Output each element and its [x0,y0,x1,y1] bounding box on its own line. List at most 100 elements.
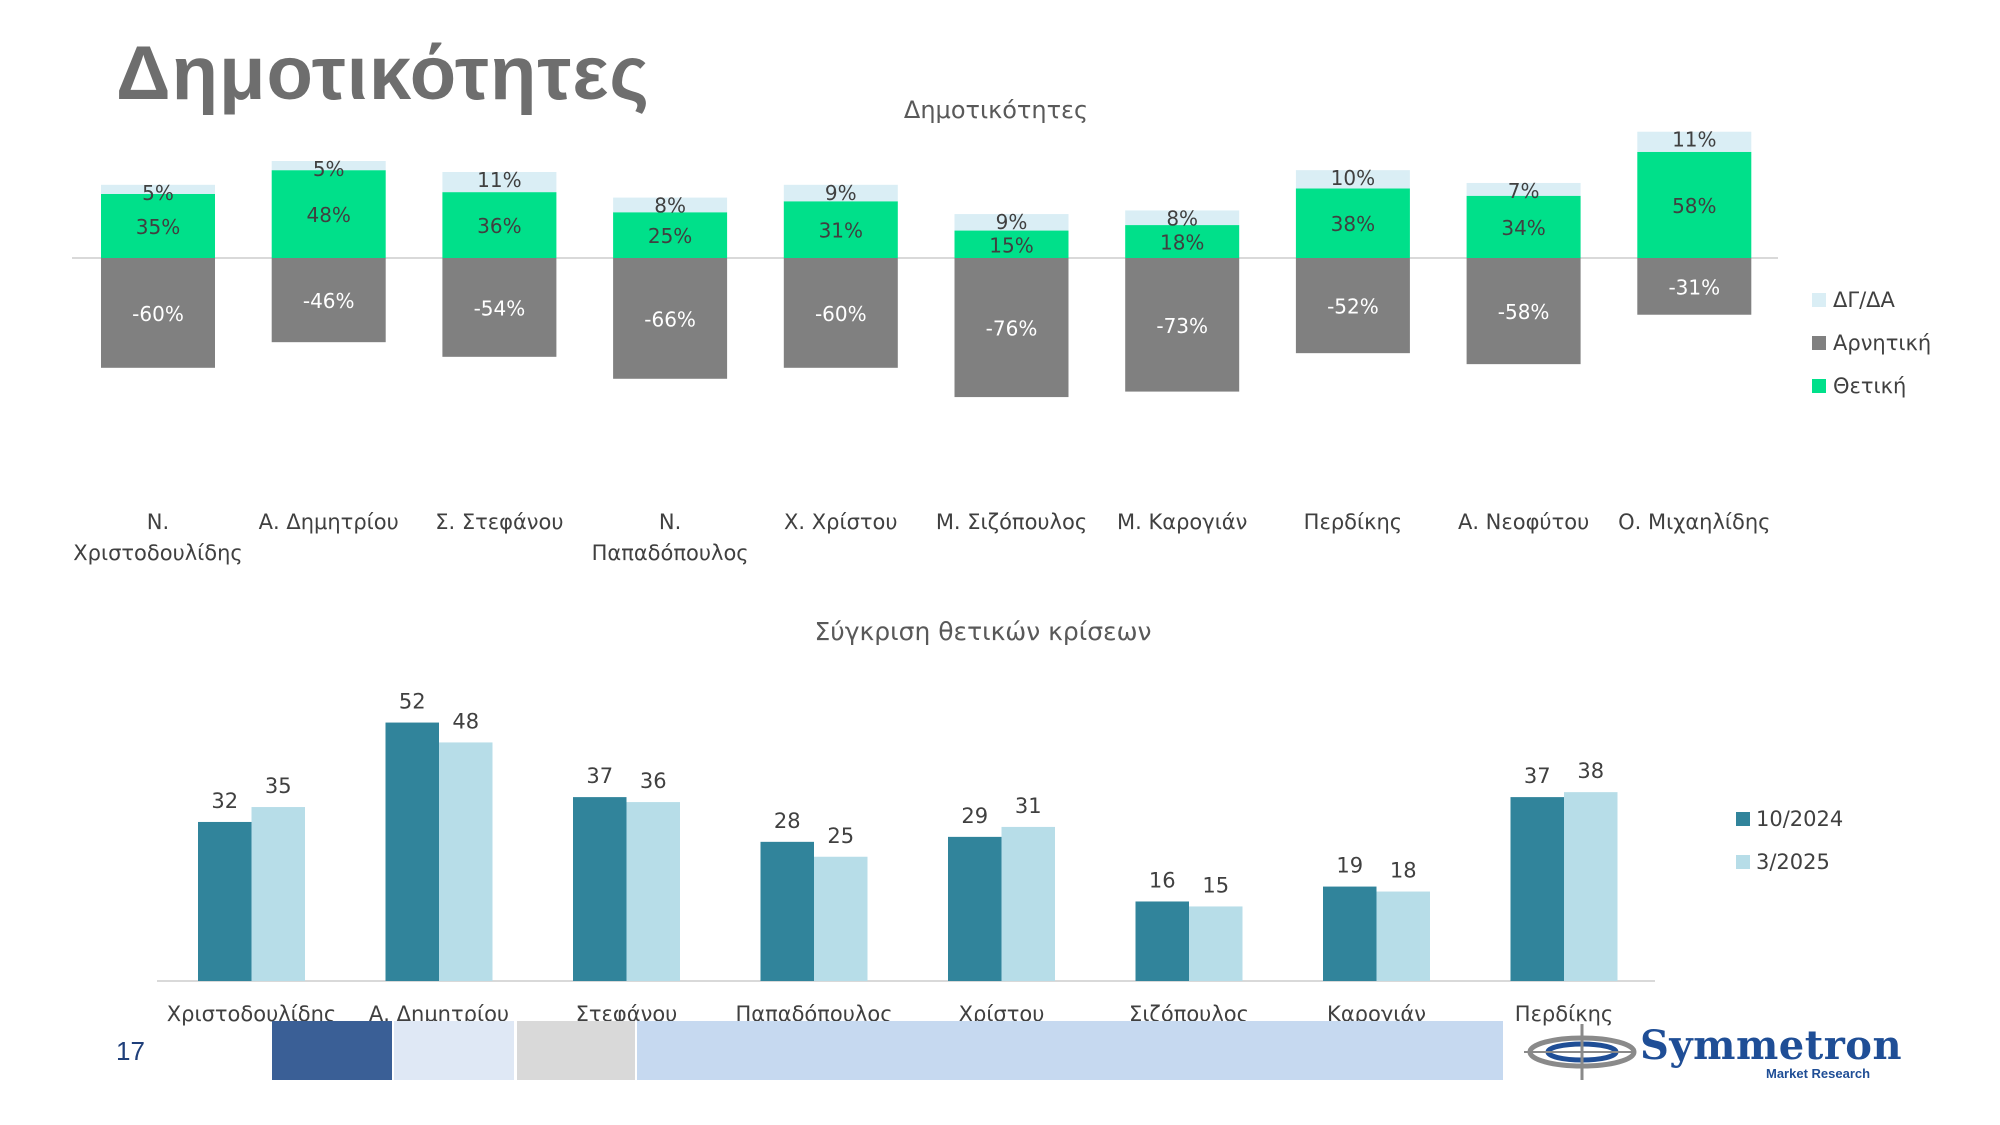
positive-label: 36% [477,214,521,238]
negative-label: -58% [1498,300,1550,324]
negative-label: -76% [986,317,1038,341]
category-label: Χ. Χρίστου [784,510,898,534]
popularity-chart: Δημοτικότητες 35% 5% -60% Ν. Χριστοδουλίδης 48… [72,96,1931,565]
bar-10-2024 [1135,901,1189,981]
dk-label: 11% [477,168,521,192]
positive-bar [1295,188,1410,258]
category-label: Ν. [659,510,681,534]
bar-10-2024 [1323,886,1377,981]
category-label: Ο. Μιχαηλίδης [1618,510,1770,534]
negative-label: -52% [1327,295,1379,319]
value-label: 37 [1524,764,1551,788]
positive-label: 58% [1672,194,1716,218]
category-label: Περδίκης [1304,510,1402,534]
slide-title: Δημοτικότητες [116,31,650,116]
value-label: 48 [452,709,479,733]
dk-bar [783,184,898,202]
page-number: 17 [116,1036,145,1066]
value-label: 28 [774,809,801,833]
value-label: 18 [1390,859,1417,883]
negative-bar [954,258,1069,398]
negative-bar [613,258,728,379]
negative-label: -60% [132,302,184,326]
negative-label: -54% [474,296,526,320]
positive-bar [1637,151,1752,258]
bar-10-2024 [198,821,252,981]
bar-3-2025 [1376,891,1430,981]
bar-10-2024 [760,841,814,981]
footer-bar-4 [637,1021,1503,1080]
dk-bar [271,161,386,171]
bar-3-2025 [1564,792,1618,981]
positive-label: 15% [989,233,1033,257]
value-label: 38 [1577,759,1604,783]
value-label: 29 [961,804,988,828]
bar-10-2024 [1510,797,1564,981]
category-label: Α. Νεοφύτου [1458,510,1589,534]
category-label: Μ. Καρογιάν [1117,510,1247,534]
negative-bar [1466,258,1581,365]
positive-bar [954,230,1069,258]
bar-3-2025 [626,802,680,981]
bar-10-2024 [385,722,439,981]
dk-bar [1125,210,1240,226]
category-label: Ν. [147,510,169,534]
negative-label: -73% [1156,314,1208,338]
category-label: Σ. Στεφάνου [435,510,563,534]
category-label: Μ. Σιζόπουλος [936,510,1087,534]
dk-bar [1466,182,1581,196]
negative-bar [1637,258,1752,315]
dk-label: 8% [1166,206,1198,230]
value-label: 25 [827,824,854,848]
value-label: 52 [399,690,426,714]
dk-label: 9% [996,210,1028,234]
positive-bar [1125,225,1240,258]
negative-bar [442,258,557,357]
value-label: 16 [1149,868,1176,892]
legend-label: ΔΓ/ΔΑ [1833,288,1896,312]
positive-bar [783,201,898,258]
negative-bar [1295,258,1410,354]
positive-bar [613,212,728,258]
positive-bar [1466,195,1581,258]
legend-swatch [1812,336,1826,350]
dk-label: 5% [313,157,345,181]
dk-label: 11% [1672,128,1716,152]
category-label: Α. Δημητρίου [259,510,399,534]
positive-bar [101,193,215,258]
logo-name: Symmetron [1640,1022,1903,1069]
legend-swatch [1812,379,1826,393]
value-label: 15 [1202,873,1229,897]
positive-label: 38% [1331,212,1375,236]
negative-bar [271,258,386,343]
dk-label: 7% [1508,179,1540,203]
symmetron-logo: Symmetron Market Research [1520,1022,1902,1082]
bar-3-2025 [814,856,868,981]
legend-swatch [1736,855,1750,869]
negative-bar [1125,258,1240,392]
value-label: 31 [1015,794,1042,818]
logo-subtitle: Market Research [1766,1066,1871,1081]
dk-label: 8% [654,194,686,218]
value-label: 36 [640,769,667,793]
value-label: 37 [586,764,613,788]
positive-label: 35% [136,215,180,239]
chart2-title: Σύγκριση θετικών κρίσεων [815,617,1152,646]
negative-label: -46% [303,289,355,313]
swoosh-logo-icon [1524,1024,1637,1080]
category-label: Χριστοδουλίδης [73,541,243,565]
positive-label: 31% [819,219,863,243]
positive-label: 25% [648,224,692,248]
positive-label: 48% [306,203,350,227]
legend-swatch [1812,293,1826,307]
dk-bar [1295,170,1410,189]
bar-3-2025 [251,807,305,981]
dk-label: 10% [1331,166,1375,190]
value-label: 32 [211,789,238,813]
negative-bar [783,258,898,368]
positive-bar [442,192,557,258]
footer-bar-1 [272,1021,392,1080]
value-label: 19 [1336,854,1363,878]
legend-label: Θετική [1833,374,1906,398]
negative-bar [101,258,215,368]
